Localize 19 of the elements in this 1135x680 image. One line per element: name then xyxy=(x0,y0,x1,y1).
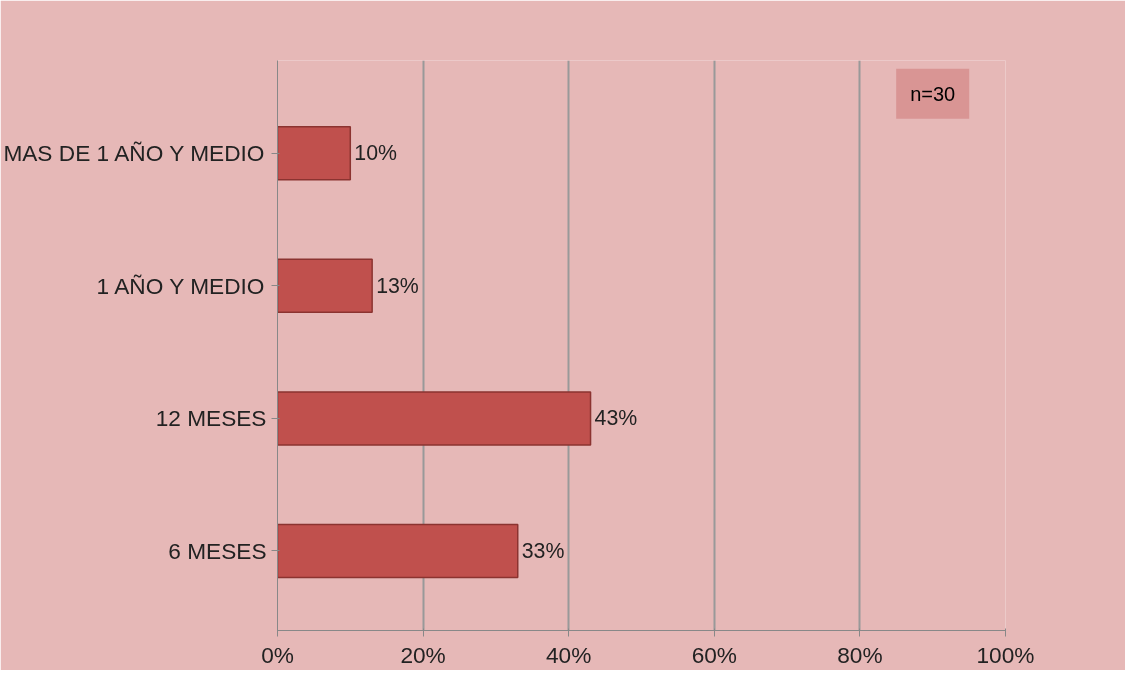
x-tick-label: 100% xyxy=(976,641,1035,668)
x-tick-label: 20% xyxy=(400,641,446,668)
y-tick-label: 1 AÑO Y MEDIO xyxy=(96,272,265,299)
data-label: 13% xyxy=(376,273,419,298)
bar xyxy=(277,126,352,181)
bar xyxy=(277,258,373,314)
data-label: 10% xyxy=(354,141,398,166)
x-tick-label: 40% xyxy=(546,641,592,668)
data-label: 43% xyxy=(594,406,638,431)
data-label: 33% xyxy=(521,538,565,563)
y-tick-label: 12 MESES xyxy=(155,405,267,432)
annotation: n=30 xyxy=(910,82,956,105)
x-tick-label: 80% xyxy=(837,641,883,668)
bar xyxy=(277,523,519,579)
bar xyxy=(277,391,592,446)
y-tick-label: MAS DE 1 AÑO Y MEDIO xyxy=(3,140,265,167)
x-tick-label: 0% xyxy=(261,641,294,668)
y-tick-label: 6 MESES xyxy=(168,537,267,564)
x-tick-label: 60% xyxy=(691,641,737,668)
